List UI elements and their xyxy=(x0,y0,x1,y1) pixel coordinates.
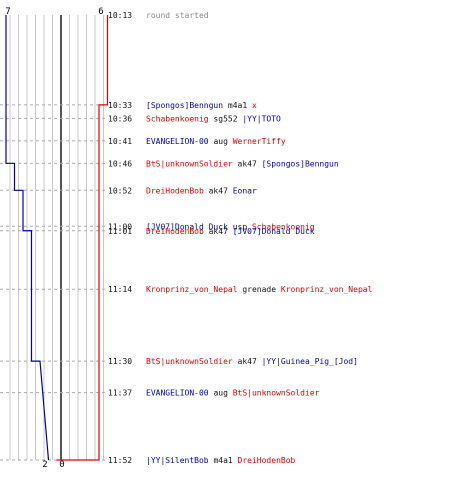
grid-lines xyxy=(9,15,104,460)
event-log: 10:13 round started 10:33 [Spongos]Benngun … xyxy=(108,11,373,465)
red-end-score: 0 xyxy=(59,460,64,470)
event-part: round started xyxy=(146,11,209,20)
event-part: DreiHodenBob xyxy=(146,186,204,195)
event-part: Eonar xyxy=(233,186,257,195)
event-time: 11:14 xyxy=(108,285,132,294)
event-time: 10:52 xyxy=(108,186,132,195)
event-time: 10:46 xyxy=(108,159,132,168)
event-time: 11:00 xyxy=(108,222,132,231)
event-part: ak47 xyxy=(233,357,262,366)
event-part: EVANGELION-00 xyxy=(146,389,209,398)
event-part: EVANGELION-00 xyxy=(146,137,209,146)
score-tick-labels: 7 6 2 0 xyxy=(5,7,103,470)
event-text: DreiHodenBob ak47 [JV07]Donald Duck xyxy=(146,227,315,236)
event-text: BtS|unknownSoldier ak47 |YY|Guinea_Pig_[… xyxy=(146,357,358,366)
event-text: BtS|unknownSoldier ak47 [Spongos]Benngun xyxy=(146,159,339,168)
event-part: Schabenkoenig xyxy=(252,222,315,231)
blue-end-score: 2 xyxy=(42,460,47,470)
event-part: |YY|SilentBob xyxy=(146,456,209,465)
blue-start-score: 7 xyxy=(5,7,10,17)
event-text: DreiHodenBob ak47 Eonar xyxy=(146,186,257,195)
event-part: WernerTiffy xyxy=(233,137,286,146)
event-part: BtS|unknownSoldier xyxy=(146,357,233,366)
event-part: BtS|unknownSoldier xyxy=(146,159,233,168)
event-time: 11:01 xyxy=(108,227,132,236)
event-text: [JV07]Donald Duck usp Schabenkoenig xyxy=(146,222,315,231)
event-text: EVANGELION-00 aug BtS|unknownSoldier xyxy=(146,389,320,398)
event-text: round started xyxy=(146,11,209,20)
event-part: Kronprinz_von_Nepal xyxy=(146,285,238,294)
event-part: DreiHodenBob xyxy=(146,227,204,236)
event-text: Schabenkoenig sg552 |YY|TOTO xyxy=(146,114,281,123)
red-start-score: 6 xyxy=(98,7,103,17)
event-part: grenade xyxy=(238,285,281,294)
red-series-line xyxy=(56,15,109,461)
event-part: ak47 xyxy=(204,186,233,195)
event-time: 10:33 xyxy=(108,101,132,110)
event-part: aug xyxy=(209,137,233,146)
event-part: [JV07]Donald Duck xyxy=(233,227,315,236)
event-part: m4a1 xyxy=(209,456,238,465)
event-part: [JV07]Donald Duck xyxy=(146,222,228,231)
event-part: [Spongos]Benngun xyxy=(146,101,223,110)
event-part: ak47 xyxy=(233,159,262,168)
event-text: Kronprinz_von_Nepal grenade Kronprinz_vo… xyxy=(146,285,373,294)
series-lines xyxy=(5,15,109,461)
event-part: ak47 xyxy=(204,227,233,236)
event-time: 11:30 xyxy=(108,357,132,366)
event-part: usp xyxy=(228,222,252,231)
event-part: |YY|TOTO xyxy=(242,114,281,123)
event-part: DreiHodenBob xyxy=(238,456,296,465)
event-time: 10:13 xyxy=(108,11,132,20)
blue-series-line xyxy=(5,15,50,461)
event-part: aug xyxy=(209,389,233,398)
event-text: |YY|SilentBob m4a1 DreiHodenBob xyxy=(146,456,296,465)
event-part: Schabenkoenig xyxy=(146,114,209,123)
event-time: 11:37 xyxy=(108,389,132,398)
event-part: BtS|unknownSoldier xyxy=(233,389,320,398)
event-text: [Spongos]Benngun m4a1 x xyxy=(146,101,257,110)
event-time: 10:41 xyxy=(108,137,132,146)
event-part: Kronprinz_von_Nepal xyxy=(281,285,373,294)
event-time: 10:36 xyxy=(108,114,132,123)
event-part: sg552 xyxy=(209,114,243,123)
event-part: |YY|Guinea_Pig_[Jod] xyxy=(262,357,358,366)
event-part: [Spongos]Benngun xyxy=(262,159,339,168)
event-part: m4a1 xyxy=(223,101,252,110)
event-text: EVANGELION-00 aug WernerTiffy xyxy=(146,137,286,146)
event-part: x xyxy=(252,101,257,110)
event-time: 11:52 xyxy=(108,456,132,465)
